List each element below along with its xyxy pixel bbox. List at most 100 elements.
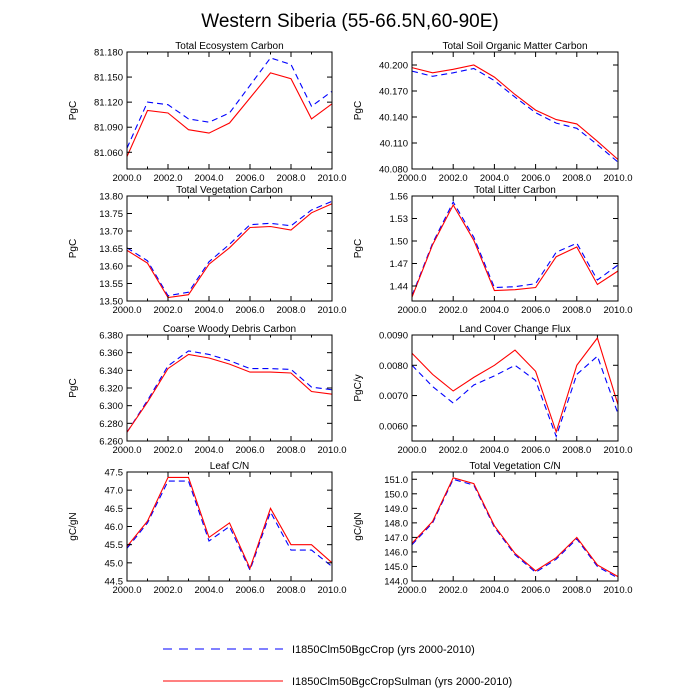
- panel-title: Total Ecosystem Carbon: [175, 41, 283, 52]
- x-tick-label: 2000.0: [397, 445, 426, 456]
- legend-label-crop: I1850Clm50BgcCrop (yrs 2000-2010): [292, 644, 475, 656]
- y-axis-label: PgC/y: [353, 374, 364, 401]
- series-line-1: [126, 353, 333, 433]
- x-tick-label: 2000.0: [112, 585, 141, 596]
- series-line-0: [126, 350, 333, 433]
- panel-7: Total Vegetation C/N gC/gN 2000.0 2002.0 200…: [353, 461, 633, 596]
- y-tick-label: 45.0: [105, 558, 124, 569]
- x-tick-label: 2002.0: [439, 585, 468, 596]
- y-tick-label: 40.170: [379, 87, 408, 98]
- series-line-1: [126, 203, 333, 299]
- y-tick-label: 13.50: [99, 297, 123, 308]
- y-tick-label: 40.110: [380, 139, 408, 150]
- x-tick-label: 2010.0: [317, 585, 346, 596]
- x-tick-label: 2000.0: [112, 445, 141, 456]
- x-tick-label: 2008.0: [562, 173, 591, 184]
- y-tick-label: 6.360: [99, 348, 123, 359]
- y-axis-label: PgC: [68, 101, 79, 120]
- panel-6: Leaf C/N gC/gN 2000.0 2002.0 2004.0 2006.0 200…: [68, 461, 347, 596]
- x-tick-label: 2006.0: [235, 585, 264, 596]
- x-tick-label: 2004.0: [480, 445, 509, 456]
- y-tick-label: 6.340: [99, 366, 123, 377]
- y-tick-label: 47.0: [105, 486, 124, 497]
- y-tick-label: 81.150: [94, 73, 123, 84]
- x-tick-label: 2000.0: [397, 305, 426, 316]
- x-tick-label: 2010.0: [603, 305, 632, 316]
- x-tick-label: 2006.0: [235, 173, 264, 184]
- legend: I1850Clm50BgcCrop (yrs 2000-2010) I1850C…: [163, 644, 512, 688]
- y-tick-label: 13.80: [99, 192, 123, 203]
- x-tick-label: 2004.0: [480, 173, 509, 184]
- x-tick-label: 2008.0: [276, 305, 305, 316]
- panel-4: Coarse Woody Debris Carbon PgC 2000.0 2002.…: [68, 324, 347, 456]
- y-tick-label: 81.180: [94, 48, 123, 59]
- series-line-1: [126, 72, 333, 157]
- y-tick-label: 13.60: [99, 262, 123, 273]
- x-tick-label: 2002.0: [153, 585, 182, 596]
- y-tick-label: 13.65: [99, 244, 123, 255]
- y-tick-label: 1.47: [390, 259, 409, 270]
- series-line-1: [411, 477, 619, 578]
- y-tick-label: 81.120: [94, 98, 123, 109]
- x-tick-label: 2000.0: [397, 585, 426, 596]
- legend-label-sulman: I1850Clm50BgcCropSulman (yrs 2000-2010): [292, 676, 512, 688]
- y-tick-label: 40.080: [379, 165, 408, 176]
- y-tick-label: 150.0: [384, 489, 408, 500]
- x-tick-label: 2002.0: [153, 173, 182, 184]
- y-tick-label: 1.56: [390, 192, 409, 203]
- y-tick-label: 0.0080: [379, 361, 408, 372]
- y-tick-label: 145.0: [384, 562, 408, 573]
- y-tick-label: 1.53: [390, 214, 409, 225]
- y-tick-label: 148.0: [384, 518, 408, 529]
- y-tick-label: 6.260: [99, 437, 123, 448]
- x-tick-label: 2002.0: [153, 305, 182, 316]
- y-axis-label: gC/gN: [353, 512, 364, 540]
- series-line-1: [126, 476, 333, 570]
- panel-title: Leaf C/N: [210, 461, 249, 472]
- y-tick-label: 151.0: [384, 475, 408, 486]
- y-tick-label: 46.0: [105, 522, 124, 533]
- panel-title: Total Litter Carbon: [474, 185, 556, 196]
- x-tick-label: 2010.0: [317, 173, 346, 184]
- y-tick-label: 40.140: [379, 113, 408, 124]
- plot-frame: [126, 51, 333, 170]
- panel-title: Total Vegetation C/N: [469, 461, 560, 472]
- x-tick-label: 2010.0: [603, 173, 632, 184]
- y-tick-label: 6.380: [99, 331, 123, 342]
- x-tick-label: 2002.0: [439, 445, 468, 456]
- y-tick-label: 6.320: [99, 384, 123, 395]
- x-tick-label: 2010.0: [603, 445, 632, 456]
- x-tick-label: 2010.0: [317, 445, 346, 456]
- plot-frame: [126, 334, 333, 442]
- panel-title: Total Vegetation Carbon: [176, 185, 283, 196]
- series-line-0: [411, 200, 619, 296]
- x-tick-label: 2004.0: [194, 585, 223, 596]
- x-tick-label: 2008.0: [562, 585, 591, 596]
- series-line-0: [411, 355, 619, 439]
- x-tick-label: 2010.0: [317, 305, 346, 316]
- y-tick-label: 13.75: [99, 209, 123, 220]
- panel-0: Total Ecosystem Carbon PgC 2000.0 2002.0 200…: [68, 41, 347, 184]
- y-tick-label: 149.0: [384, 504, 408, 515]
- y-tick-label: 146.0: [384, 547, 408, 558]
- y-tick-label: 47.5: [105, 468, 124, 479]
- y-tick-label: 144.0: [384, 577, 408, 588]
- x-tick-label: 2006.0: [521, 173, 550, 184]
- y-tick-label: 45.5: [105, 540, 124, 551]
- x-tick-label: 2002.0: [439, 305, 468, 316]
- series-line-0: [411, 67, 619, 163]
- x-tick-label: 2000.0: [112, 305, 141, 316]
- y-axis-label: PgC: [353, 239, 364, 258]
- x-tick-label: 2004.0: [194, 445, 223, 456]
- y-tick-label: 6.280: [99, 419, 123, 430]
- y-tick-label: 1.50: [390, 237, 409, 248]
- y-axis-label: PgC: [353, 101, 364, 120]
- x-tick-label: 2008.0: [562, 445, 591, 456]
- panel-3: Total Litter Carbon PgC 2000.0 2002.0 2004.0…: [353, 185, 633, 316]
- x-tick-label: 2004.0: [480, 585, 509, 596]
- series-line-1: [411, 203, 619, 298]
- y-tick-label: 44.5: [105, 577, 124, 588]
- plot-frame: [411, 51, 619, 170]
- x-tick-label: 2008.0: [276, 445, 305, 456]
